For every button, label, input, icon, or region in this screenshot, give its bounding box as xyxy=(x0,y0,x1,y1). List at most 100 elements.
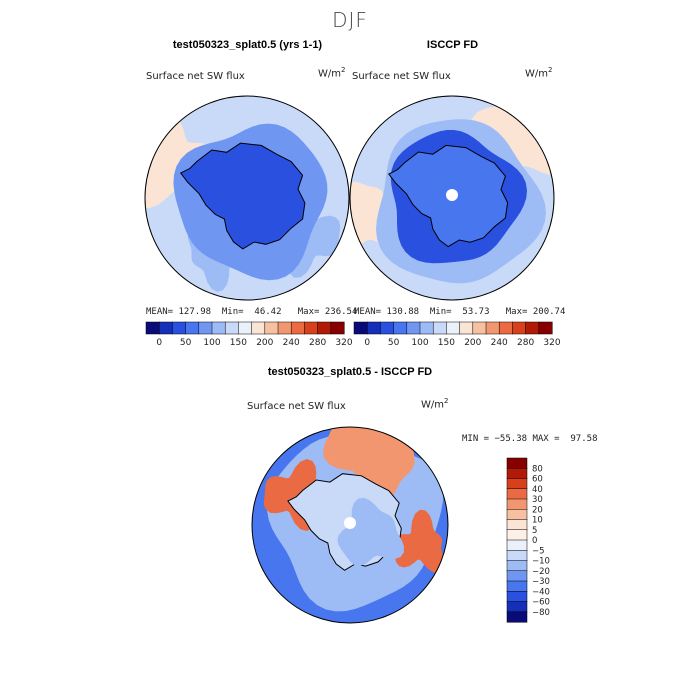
colorbar-1: 0 50 100 150 200 240 280 320 xyxy=(145,321,353,348)
colorbar-tick-label: −10 xyxy=(532,557,550,567)
colorbar-swatch xyxy=(506,519,528,531)
panel1-variable: Surface net SW flux xyxy=(146,71,245,82)
colorbar-swatch xyxy=(472,321,487,335)
colorbar-tick-label: 20 xyxy=(532,505,543,515)
colorbar-tick-label: −5 xyxy=(532,546,545,556)
panel3-units: W/m2 xyxy=(421,397,448,410)
colorbar-tick-label: 240 xyxy=(491,338,508,348)
colorbar-tick-label: 60 xyxy=(532,475,543,485)
colorbar-swatch xyxy=(145,321,160,335)
colorbar-swatch xyxy=(525,321,540,335)
page-title: DJF xyxy=(332,8,368,32)
panel1-mean-label: MEAN= xyxy=(146,307,174,317)
panel2-title: ISCCP FD xyxy=(426,39,479,51)
map-panel-2 xyxy=(349,95,555,301)
colorbar-swatch xyxy=(353,321,368,335)
colorbar-swatch xyxy=(432,321,447,335)
colorbar-swatch xyxy=(211,321,226,335)
colorbar-swatch xyxy=(224,321,239,335)
colorbar-swatch xyxy=(485,321,500,335)
map-panel-3 xyxy=(251,426,449,624)
panel3-max-label: MAX = xyxy=(532,434,560,444)
colorbar-tick-label: 280 xyxy=(309,338,326,348)
colorbar-swatch xyxy=(506,539,528,551)
pole-hole xyxy=(446,189,458,201)
colorbar-swatch xyxy=(198,321,213,335)
colorbar-swatch xyxy=(506,478,528,490)
panel1-min: 46.42 xyxy=(254,307,282,317)
panel1-units-text: W/m xyxy=(318,68,341,80)
colorbar-swatch xyxy=(366,321,381,335)
panel2-variable: Surface net SW flux xyxy=(352,71,451,82)
panel1-title: test050323_splat0.5 (yrs 1-1) xyxy=(172,39,323,51)
colorbar-2: 0 50 100 150 200 240 280 320 xyxy=(353,321,561,348)
colorbar-swatch xyxy=(406,321,421,335)
panel1-stats: MEAN= 127.98 Min= 46.42 Max= 236.54 xyxy=(146,307,357,317)
colorbar-swatch xyxy=(506,580,528,592)
colorbar-tick-label: 100 xyxy=(411,338,428,348)
colorbar-tick-label: 50 xyxy=(180,338,192,348)
colorbar-swatch xyxy=(446,321,461,335)
map-border xyxy=(144,95,350,301)
panel3-units-text: W/m xyxy=(421,399,444,411)
colorbar-swatch xyxy=(506,560,528,572)
colorbar-tick-label: 80 xyxy=(532,464,543,474)
colorbar-swatch xyxy=(158,321,173,335)
colorbar-swatch xyxy=(506,591,528,603)
colorbar-swatch xyxy=(506,611,528,623)
panel3-stats: MIN = −55.38 MAX = 97.58 xyxy=(462,434,597,444)
colorbar-swatch xyxy=(538,321,553,335)
map-border xyxy=(349,95,555,301)
panel3-title: test050323_splat0.5 - ISCCP FD xyxy=(267,366,433,378)
panel2-min-label: Min= xyxy=(429,307,452,317)
continent xyxy=(179,142,306,250)
colorbar-swatch xyxy=(185,321,200,335)
colorbar-swatch xyxy=(277,321,292,335)
colorbar-tick-label: −40 xyxy=(532,587,550,597)
colorbar-tick-label: 150 xyxy=(230,338,247,348)
cool-region xyxy=(337,497,404,566)
colorbar-tick-label: 240 xyxy=(283,338,300,348)
colorbar-swatch xyxy=(506,601,528,613)
panel2-max-label: Max= xyxy=(505,307,528,317)
colorbar-tick-label: 320 xyxy=(543,338,560,348)
panel1-units: W/m2 xyxy=(318,66,345,79)
colorbar-swatch xyxy=(506,570,528,582)
colorbar-swatch xyxy=(506,468,528,480)
colorbar-tick-label: 30 xyxy=(532,495,543,505)
colorbar-swatch xyxy=(498,321,513,335)
colorbar-swatch xyxy=(172,321,187,335)
colorbar-tick-label: 10 xyxy=(532,516,543,526)
map-border xyxy=(251,426,449,624)
colorbar-swatch xyxy=(393,321,408,335)
colorbar-swatch xyxy=(419,321,434,335)
panel2-mean: 130.88 xyxy=(386,307,420,317)
panel3-max: 97.58 xyxy=(570,434,598,444)
panel3-min-label: MIN = xyxy=(462,434,490,444)
panel3-min: −55.38 xyxy=(494,434,528,444)
panel2-mean-label: MEAN= xyxy=(354,307,382,317)
colorbar-swatch xyxy=(264,321,279,335)
panel1-units-exp: 2 xyxy=(341,66,346,74)
colorbar-tick-label: −30 xyxy=(532,577,550,587)
panel3-units-exp: 2 xyxy=(444,397,449,405)
colorbar-tick-label: 280 xyxy=(517,338,534,348)
colorbar-swatch xyxy=(512,321,527,335)
colorbar-swatch xyxy=(330,321,345,335)
colorbar-swatch xyxy=(290,321,305,335)
colorbar-swatch xyxy=(238,321,253,335)
colorbar-swatch xyxy=(251,321,266,335)
panel3-variable: Surface net SW flux xyxy=(247,401,346,412)
colorbar-tick-label: 200 xyxy=(464,338,481,348)
colorbar-tick-label: 100 xyxy=(203,338,220,348)
colorbar-tick-label: 0 xyxy=(532,536,537,546)
colorbar-swatch xyxy=(506,498,528,510)
colorbar-tick-label: −80 xyxy=(532,608,550,618)
colorbar-swatch xyxy=(317,321,332,335)
panel2-stats: MEAN= 130.88 Min= 53.73 Max= 200.74 xyxy=(354,307,565,317)
panel1-mean: 127.98 xyxy=(178,307,212,317)
panel1-max: 236.54 xyxy=(324,307,358,317)
colorbar-swatch xyxy=(380,321,395,335)
